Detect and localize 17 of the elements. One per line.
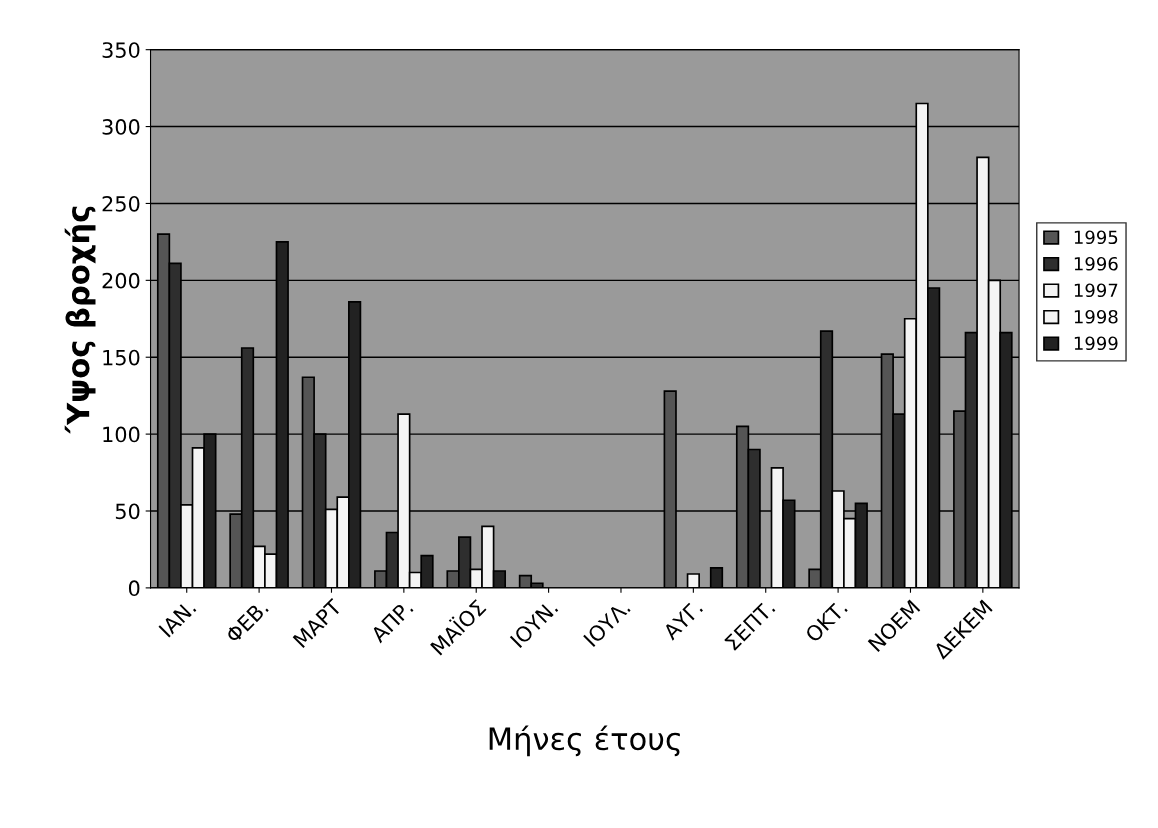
y-tick-label: 150 (103, 349, 140, 366)
y-tick-label: 50 (115, 503, 140, 520)
y-tick-label: 200 (102, 272, 140, 289)
x-tick-label: ΙΑΝ. (158, 599, 197, 638)
legend-label: 1996 (1074, 256, 1118, 271)
legend-label: 1999 (1074, 336, 1118, 351)
y-axis-title: Ύψος βροχής (64, 206, 96, 434)
legend-label: 1997 (1074, 283, 1118, 298)
y-tick-label: 300 (102, 119, 140, 135)
x-tick-label: ΦΕΒ. (224, 599, 269, 644)
y-tick-label: 250 (102, 195, 140, 212)
x-axis-title: Μήνες έτους (489, 725, 680, 757)
legend-label: 1995 (1074, 230, 1118, 245)
y-tick-label: 0 (128, 580, 140, 597)
legend-label: 1998 (1074, 309, 1118, 324)
y-tick-label: 100 (103, 426, 140, 443)
y-tick-label: 350 (102, 42, 140, 58)
